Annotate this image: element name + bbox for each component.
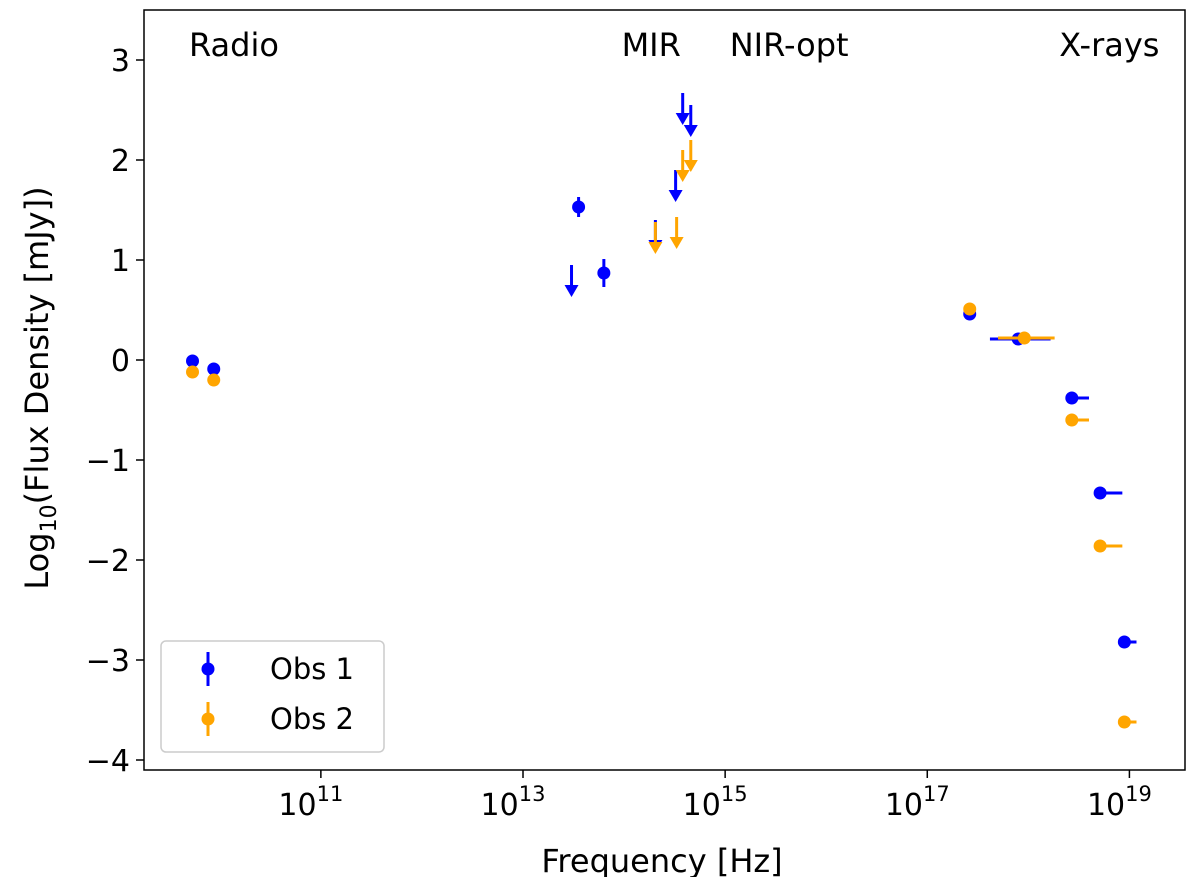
data-point: [597, 266, 611, 280]
upper-limit-head: [668, 190, 683, 202]
y-tick-label: −2: [86, 544, 130, 579]
x-tick-label: 1011: [278, 782, 343, 823]
upper-limit-arrow: [564, 265, 579, 297]
y-tick-label: −3: [86, 644, 130, 679]
x-tick-base: 10: [1087, 788, 1125, 823]
plot-frame: [143, 9, 1186, 771]
band-label: X-rays: [1059, 26, 1159, 64]
upper-limit-head: [675, 170, 690, 182]
upper-limit-head: [675, 113, 690, 125]
upper-limit-arrow: [683, 140, 698, 172]
y-axis-label-log: Log: [18, 532, 56, 589]
upper-limit-head: [648, 242, 663, 254]
y-tick-label: 0: [111, 344, 130, 379]
legend: Obs 1 Obs 2: [160, 640, 385, 753]
legend-marker: [201, 712, 215, 726]
x-tick-exponent: 13: [519, 782, 546, 806]
upper-limit-arrow: [675, 93, 690, 125]
upper-limit-head: [564, 285, 579, 297]
y-tick-label: 2: [111, 144, 130, 179]
y-tick-label: −4: [86, 744, 130, 779]
band-label: NIR-opt: [730, 26, 849, 64]
data-point: [963, 302, 977, 316]
y-tick-label: 3: [111, 44, 130, 79]
upper-limit-arrow: [683, 105, 698, 137]
data-marks: [186, 93, 1137, 729]
legend-entry: Obs 1: [201, 652, 354, 686]
x-tick-base: 10: [683, 788, 721, 823]
data-point: [1117, 715, 1131, 729]
x-tick-exponent: 17: [923, 782, 950, 806]
y-axis-label-units: (Flux Density [mJy]): [18, 186, 56, 504]
upper-limit-arrow: [668, 170, 683, 202]
upper-limit-head: [669, 237, 684, 249]
upper-limit-head: [683, 160, 698, 172]
legend-entries: Obs 1 Obs 2: [201, 652, 354, 736]
band-labels: Radio MIR NIR-opt X-rays: [189, 26, 1159, 64]
data-point: [572, 200, 586, 214]
x-tick-label: 1013: [481, 782, 546, 823]
x-axis-label: Frequency [Hz]: [541, 842, 782, 877]
data-point: [1093, 539, 1107, 553]
x-tick-base: 10: [885, 788, 923, 823]
x-tick-exponent: 19: [1125, 782, 1152, 806]
y-tick-label: −1: [86, 444, 130, 479]
data-point: [1093, 486, 1107, 500]
x-tick-exponent: 15: [721, 782, 748, 806]
x-tick-label: 1019: [1087, 782, 1152, 823]
upper-limit-arrow: [648, 222, 663, 254]
data-point: [1117, 635, 1131, 649]
x-tick-label: 1015: [683, 782, 748, 823]
band-label: Radio: [189, 26, 279, 64]
legend-label: Obs 2: [270, 702, 354, 736]
data-point: [186, 365, 200, 379]
legend-label: Obs 1: [270, 652, 354, 686]
upper-limit-head: [683, 125, 698, 137]
upper-limit-arrow: [669, 217, 684, 249]
x-tick-base: 10: [481, 788, 519, 823]
upper-limit-arrow: [675, 150, 690, 182]
data-point: [207, 362, 221, 376]
legend-entry: Obs 2: [201, 702, 354, 736]
data-point: [1065, 391, 1079, 405]
x-tick-base: 10: [278, 788, 316, 823]
legend-marker: [201, 662, 215, 676]
x-tick-label: 1017: [885, 782, 950, 823]
data-point: [207, 373, 221, 387]
x-tick-exponent: 11: [317, 782, 344, 806]
y-axis-label: Log10(Flux Density [mJy]): [18, 186, 62, 589]
y-tick-label: 1: [111, 244, 130, 279]
legend-box: [160, 640, 385, 753]
y-axis-label-subscript: 10: [37, 504, 62, 532]
series-2: [186, 140, 1137, 729]
data-point: [1065, 413, 1079, 427]
data-point: [1017, 331, 1031, 345]
band-label: MIR: [622, 26, 681, 64]
data-point: [186, 354, 200, 368]
